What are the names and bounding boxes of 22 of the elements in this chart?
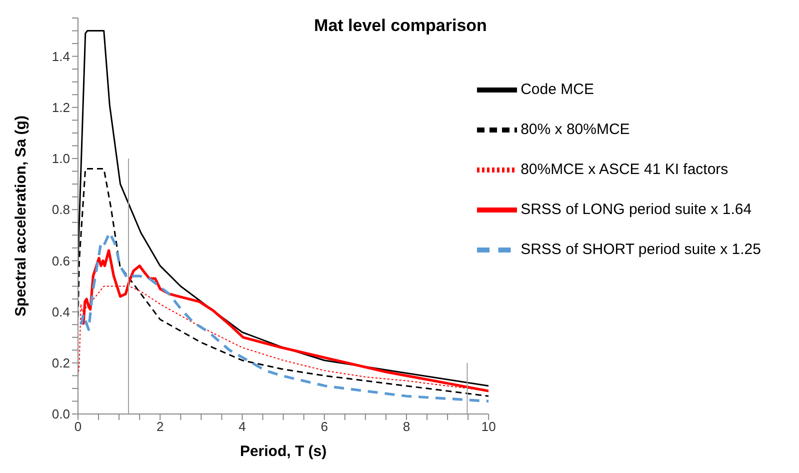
- x-tick-label: 10: [481, 419, 496, 434]
- y-tick-label: 0.6: [52, 253, 70, 268]
- x-tick-label: 2: [156, 419, 164, 434]
- x-tick-label: 8: [402, 419, 410, 434]
- y-axis-title: Spectral acceleration, Sa (g): [12, 116, 30, 316]
- y-tick-label: 1.4: [52, 48, 70, 64]
- legend-label: 80%MCE x ASCE 41 KI factors: [520, 160, 728, 178]
- legend-label: SRSS of LONG period suite x 1.64: [520, 200, 752, 218]
- x-tick-label: 0: [74, 419, 82, 434]
- x-tick-label: 6: [320, 419, 328, 434]
- legend-label: Code MCE: [520, 80, 594, 98]
- y-tick-label: 1.0: [52, 151, 70, 166]
- chart-title: Mat level comparison: [313, 16, 488, 36]
- y-tick-label: 0.8: [52, 202, 70, 218]
- legend-label: SRSS of SHORT period suite x 1.25: [520, 240, 761, 258]
- y-tick-label: 0.0: [52, 406, 70, 422]
- y-tick-label: 1.2: [52, 100, 70, 116]
- x-tick-label: 4: [238, 419, 246, 434]
- x-axis-title: Period, T (s): [240, 443, 327, 460]
- y-tick-label: 0.4: [52, 304, 70, 320]
- y-tick-label: 0.2: [52, 356, 70, 371]
- legend-label: 80% x 80%MCE: [520, 120, 630, 138]
